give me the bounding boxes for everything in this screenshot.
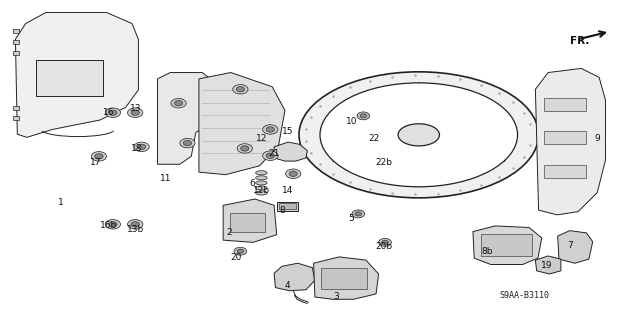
Ellipse shape: [131, 222, 140, 227]
Ellipse shape: [105, 219, 120, 229]
Polygon shape: [274, 142, 307, 161]
Text: FR.: FR.: [570, 36, 589, 46]
Ellipse shape: [299, 72, 539, 198]
Ellipse shape: [352, 210, 365, 218]
Ellipse shape: [379, 238, 392, 246]
Text: 8b: 8b: [482, 247, 493, 256]
Ellipse shape: [109, 222, 117, 227]
Polygon shape: [157, 72, 221, 164]
Ellipse shape: [360, 114, 367, 118]
Text: 18: 18: [131, 144, 143, 153]
Ellipse shape: [241, 146, 249, 151]
Text: 4: 4: [285, 281, 291, 291]
Polygon shape: [223, 199, 276, 242]
Text: 3: 3: [333, 292, 339, 300]
Text: 7: 7: [568, 241, 573, 250]
Ellipse shape: [105, 108, 120, 117]
Text: 9: 9: [595, 134, 600, 144]
Polygon shape: [15, 12, 138, 137]
Ellipse shape: [262, 151, 278, 160]
Bar: [544, 98, 586, 111]
Ellipse shape: [398, 124, 440, 146]
Bar: [544, 165, 586, 178]
Polygon shape: [473, 226, 541, 264]
Text: 13b: 13b: [127, 225, 144, 234]
Ellipse shape: [266, 153, 275, 159]
Ellipse shape: [95, 154, 103, 159]
Text: 21: 21: [268, 149, 280, 158]
Ellipse shape: [355, 212, 362, 216]
Ellipse shape: [255, 171, 267, 175]
Text: 11: 11: [160, 174, 172, 183]
Bar: [13, 106, 19, 110]
Ellipse shape: [233, 85, 248, 94]
Text: 20: 20: [230, 253, 241, 262]
Bar: [36, 60, 103, 96]
Polygon shape: [557, 231, 593, 263]
Ellipse shape: [357, 112, 370, 120]
Ellipse shape: [285, 169, 301, 178]
Ellipse shape: [180, 138, 195, 148]
Ellipse shape: [109, 110, 117, 115]
Ellipse shape: [234, 247, 246, 255]
Ellipse shape: [266, 127, 275, 132]
Ellipse shape: [255, 181, 267, 185]
Ellipse shape: [382, 240, 388, 244]
Text: 22b: 22b: [375, 158, 392, 167]
Ellipse shape: [134, 142, 149, 152]
Ellipse shape: [171, 99, 186, 108]
Bar: [544, 131, 586, 144]
Bar: [230, 213, 264, 232]
Bar: [481, 234, 532, 256]
Ellipse shape: [320, 83, 518, 187]
Text: 8: 8: [279, 206, 285, 215]
Text: 12b: 12b: [253, 186, 270, 195]
Polygon shape: [314, 257, 379, 299]
Ellipse shape: [255, 186, 267, 190]
Text: 20b: 20b: [375, 242, 392, 251]
Bar: [13, 115, 19, 120]
Polygon shape: [536, 256, 561, 274]
Text: 13: 13: [129, 104, 141, 113]
Text: 15: 15: [282, 127, 293, 136]
Bar: [13, 40, 19, 44]
Ellipse shape: [131, 110, 140, 115]
Text: 22: 22: [369, 134, 380, 144]
Text: 1: 1: [58, 198, 63, 207]
Text: 14: 14: [282, 186, 293, 195]
Ellipse shape: [183, 140, 191, 146]
Ellipse shape: [237, 249, 244, 253]
Text: 10: 10: [346, 117, 357, 126]
Ellipse shape: [262, 125, 278, 134]
Ellipse shape: [127, 219, 143, 229]
Bar: [13, 29, 19, 33]
Polygon shape: [536, 69, 605, 215]
Text: 16: 16: [102, 108, 114, 117]
Text: 19: 19: [540, 261, 552, 270]
Text: S9AA-B3110: S9AA-B3110: [499, 291, 549, 300]
Ellipse shape: [255, 176, 267, 180]
Text: 12: 12: [256, 134, 267, 144]
Ellipse shape: [127, 108, 143, 117]
Text: 5: 5: [348, 213, 354, 222]
Text: 2: 2: [227, 228, 232, 237]
Ellipse shape: [138, 144, 146, 150]
Ellipse shape: [289, 171, 298, 176]
Ellipse shape: [236, 87, 244, 92]
Bar: [276, 202, 298, 211]
Bar: [13, 51, 19, 55]
Ellipse shape: [92, 152, 106, 161]
Ellipse shape: [255, 191, 267, 195]
Bar: [321, 268, 367, 289]
Ellipse shape: [237, 144, 252, 153]
Text: 17: 17: [90, 158, 102, 167]
Bar: [278, 203, 296, 210]
Text: 6: 6: [250, 179, 255, 188]
Polygon shape: [274, 263, 315, 291]
Polygon shape: [199, 72, 285, 175]
Ellipse shape: [174, 100, 182, 106]
Text: 16b: 16b: [100, 221, 117, 230]
